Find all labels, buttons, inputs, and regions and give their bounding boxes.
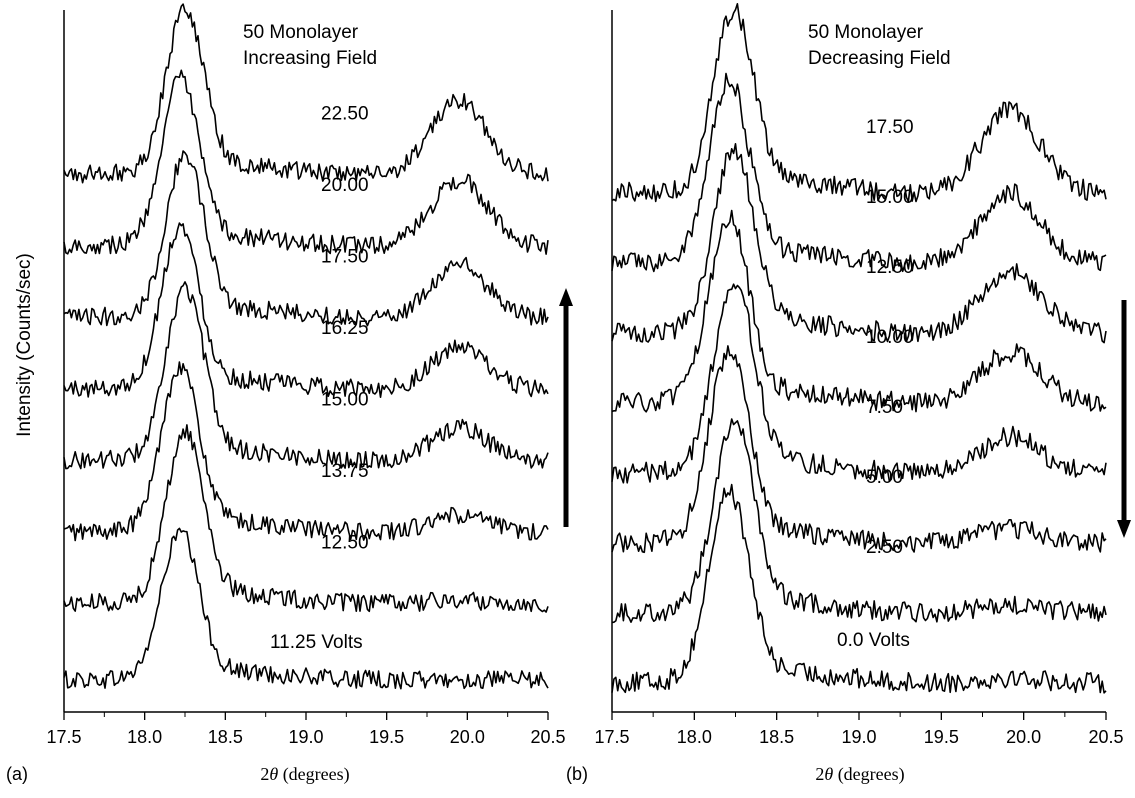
- series-label: 7.50: [866, 397, 903, 418]
- x-tick-label: 20.0: [1006, 727, 1041, 747]
- x-axis-label: 2θ (degrees): [260, 764, 349, 785]
- decrease-arrow: [1117, 300, 1131, 538]
- series-trace: [63, 222, 549, 398]
- series-trace: [611, 209, 1107, 413]
- x-axis-label: 2θ (degrees): [815, 764, 904, 785]
- series-label: 13.75: [321, 461, 369, 482]
- series-label: 12.50: [321, 533, 369, 554]
- panel-label-a: (a): [6, 764, 28, 784]
- series-label: 15.00: [866, 187, 914, 208]
- series-label: 10.00: [866, 327, 914, 348]
- panel-title-line2: Decreasing Field: [808, 48, 951, 69]
- series-trace: [63, 69, 549, 255]
- series-trace: [63, 361, 549, 542]
- series-label: 2.50: [866, 537, 903, 558]
- panel-title-line2: Increasing Field: [243, 48, 377, 69]
- series-trace: [63, 527, 549, 690]
- panel-label-b: (b): [566, 764, 588, 784]
- panel-b: 17.5 18.0 18.5 19.0 19.5 20.0 20.5 0.0 Volts 2.…: [566, 3, 1131, 785]
- x-tick-label: 17.5: [46, 727, 81, 747]
- series-trace: [611, 72, 1107, 273]
- x-tick-label: 20.5: [1088, 727, 1123, 747]
- x-tick-label: 18.5: [759, 727, 794, 747]
- series-labels: 0.0 Volts 2.50 5.00 7.50 10.00 12.50 15.00 17.5…: [837, 117, 914, 651]
- y-axis-label: Intensity (Counts/sec): [14, 253, 35, 437]
- series-trace: [611, 483, 1107, 694]
- series-label: 0.0 Volts: [837, 630, 910, 651]
- x-tick-label: 18.0: [127, 727, 162, 747]
- series-label: 22.50: [321, 104, 369, 125]
- series-trace: [63, 424, 549, 613]
- x-tick-label: 19.5: [924, 727, 959, 747]
- series-trace: [611, 418, 1107, 624]
- series-label: 12.50: [866, 257, 914, 278]
- panel-title-line1: 50 Monolayer: [243, 22, 359, 43]
- x-tick-label: 18.0: [677, 727, 712, 747]
- series-label: 16.25: [321, 318, 369, 339]
- increase-arrow: [559, 288, 573, 527]
- traces: [611, 3, 1107, 694]
- series-label: 20.00: [321, 175, 369, 196]
- panel-a: 17.5 18.0 18.5 19.0 19.5 20.0 20.5 11.25 Volts…: [6, 3, 573, 785]
- series-label: 17.50: [866, 117, 914, 138]
- series-trace: [611, 3, 1107, 203]
- series-label: 15.00: [321, 390, 369, 411]
- series-trace: [611, 143, 1107, 344]
- x-ticks: 17.5 18.0 18.5 19.0 19.5 20.0 20.5: [594, 712, 1124, 747]
- x-tick-label: 18.5: [208, 727, 243, 747]
- series-trace: [611, 283, 1107, 484]
- series-label: 17.50: [321, 247, 369, 268]
- x-tick-label: 20.0: [450, 727, 485, 747]
- x-tick-label: 19.0: [288, 727, 323, 747]
- x-ticks: 17.5 18.0 18.5 19.0 19.5 20.0 20.5: [46, 712, 566, 747]
- series-trace: [63, 3, 549, 184]
- series-trace: [63, 150, 549, 327]
- x-tick-label: 19.0: [841, 727, 876, 747]
- series-label: 5.00: [866, 467, 903, 488]
- series-trace: [63, 281, 549, 470]
- series-labels: 11.25 Volts 12.50 13.75 15.00 16.25 17.50 20.0…: [270, 104, 369, 654]
- x-tick-label: 17.5: [594, 727, 629, 747]
- panel-title-line1: 50 Monolayer: [808, 22, 924, 43]
- series-trace: [611, 345, 1107, 554]
- series-label: 11.25 Volts: [270, 632, 363, 653]
- x-tick-label: 20.5: [530, 727, 565, 747]
- x-tick-label: 19.5: [369, 727, 404, 747]
- traces: [63, 3, 549, 690]
